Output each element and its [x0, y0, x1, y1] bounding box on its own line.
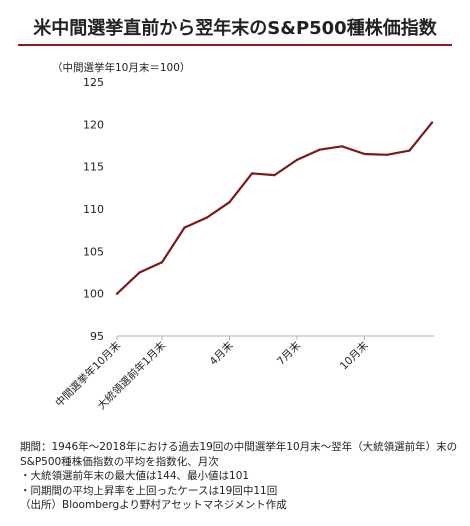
y-tick-label: 120	[83, 118, 104, 131]
data-point	[138, 271, 141, 274]
data-point	[250, 172, 254, 175]
data-point	[385, 153, 389, 156]
footnote-source: （出所）Bloombergより野村アセットマネジメント作成	[20, 499, 287, 511]
y-tick-label: 125	[83, 76, 104, 89]
footnote-period: 期間：1946年～2018年における過去19回の中間選挙年10月末～翌年（大統領…	[20, 441, 458, 468]
data-point	[295, 158, 299, 161]
data-point	[408, 149, 411, 152]
series-line	[115, 121, 434, 295]
x-tick-label: 7月末	[274, 339, 303, 368]
data-point	[340, 145, 344, 148]
data-point	[228, 201, 231, 204]
y-tick-label: 115	[83, 161, 104, 174]
data-point	[205, 216, 209, 219]
data-point	[273, 174, 276, 177]
footnotes: 期間：1946年～2018年における過去19回の中間選挙年10月末～翌年（大統領…	[20, 440, 460, 513]
y-axis-unit-label: （中間選挙年10月末＝100）	[52, 62, 191, 74]
data-point	[183, 226, 186, 229]
y-tick-label: 95	[90, 330, 104, 343]
y-tick-label: 100	[83, 288, 104, 301]
chart-title: 米中間選挙直前から翌年末のS&P500種株価指数	[33, 18, 437, 39]
footnote-cases: ・同期間の平均上昇率を上回ったケースは19回中11回	[20, 484, 278, 497]
data-point	[318, 148, 321, 151]
data-point	[430, 121, 434, 124]
x-tick-label: 4月末	[207, 339, 236, 368]
x-tick-label: 10月末	[337, 339, 371, 373]
y-tick-label: 110	[83, 203, 104, 216]
data-point	[160, 261, 164, 264]
y-tick-label: 105	[83, 245, 104, 258]
footnote-range: ・大統領選前年末の最大値は144、最小値は101	[20, 470, 250, 482]
data-point	[115, 292, 119, 295]
data-point	[363, 152, 366, 156]
title-divider	[18, 44, 452, 46]
